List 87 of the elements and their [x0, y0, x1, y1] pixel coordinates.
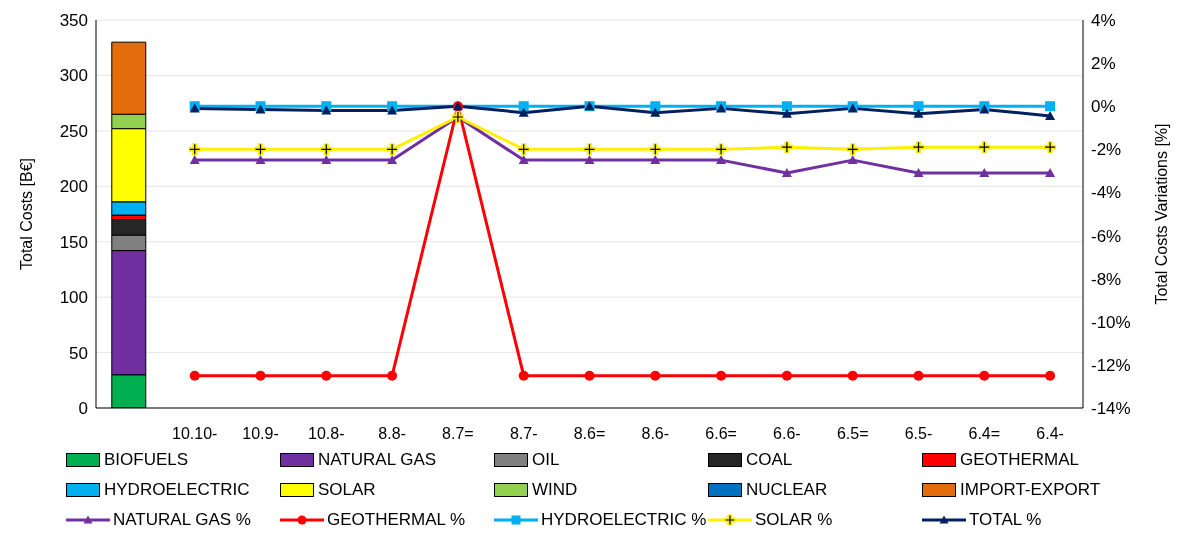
point: [518, 155, 529, 165]
point: [716, 155, 727, 165]
y-tick-label: 0: [78, 399, 88, 419]
point: [518, 101, 529, 112]
legend-label: BIOFUELS: [104, 450, 189, 470]
y2-tick-label: 0%: [1091, 97, 1116, 117]
y-tick-label: 150: [59, 232, 88, 252]
y2-tick-label: -12%: [1091, 355, 1131, 375]
x-tick-label: 6.5-: [904, 425, 933, 443]
y2-tick-label: -4%: [1091, 183, 1122, 203]
y2-axis-title: Total Costs Variations [%]: [1152, 123, 1170, 305]
point: [189, 370, 200, 381]
x-tick-label: 6.4=: [968, 425, 1001, 443]
legend-label: NATURAL GAS %: [113, 510, 251, 530]
point: [387, 155, 398, 165]
point: [1045, 101, 1056, 112]
legend-label: WIND: [532, 480, 578, 500]
point: [387, 370, 398, 381]
point: [650, 370, 661, 381]
y2-tick-label: 2%: [1091, 54, 1116, 74]
point: [716, 370, 727, 381]
y-axis-title: Total Costs [B€]: [17, 157, 35, 271]
x-tick-label: 6.6=: [705, 425, 737, 443]
x-tick-label: 6.6-: [773, 425, 801, 443]
legend-label: OIL: [532, 450, 560, 470]
legend-label: TOTAL %: [969, 510, 1042, 530]
y2-tick-label: -2%: [1091, 140, 1122, 160]
point: [979, 168, 990, 178]
point: [847, 370, 858, 381]
x-tick-label: 8.6-: [641, 425, 670, 443]
point: [321, 155, 332, 165]
point: [913, 168, 924, 178]
point: [1045, 168, 1056, 178]
x-tick-label: 10.10-: [172, 425, 218, 443]
legend-label: COAL: [746, 450, 793, 470]
point: [847, 155, 858, 165]
legend-label: GEOTHERMAL: [960, 450, 1080, 470]
point: [650, 107, 661, 117]
y2-tick-label: -8%: [1091, 269, 1122, 289]
legend-label: SOLAR %: [755, 510, 833, 530]
x-tick-label: 10.9-: [242, 425, 279, 443]
point: [255, 155, 266, 165]
point: [781, 370, 792, 381]
point: [913, 101, 924, 112]
x-tick-label: 6.4-: [1036, 425, 1064, 443]
point: [255, 370, 266, 381]
point: [584, 155, 595, 165]
point: [387, 105, 398, 115]
point: [650, 101, 661, 112]
y2-tick-label: -10%: [1091, 312, 1131, 332]
y-tick-label: 250: [59, 121, 88, 141]
point: [189, 155, 200, 165]
point: [321, 370, 332, 381]
legend-label: NATURAL GAS: [318, 450, 437, 470]
legend-label: NUCLEAR: [746, 480, 828, 500]
point: [781, 101, 792, 112]
y-tick-label: 300: [59, 66, 88, 86]
legend-label: HYDROELECTRIC %: [541, 510, 707, 530]
point: [650, 155, 661, 165]
point: [781, 108, 792, 118]
x-tick-label: 8.6=: [573, 425, 606, 443]
x-tick-label: 6.5=: [836, 425, 869, 443]
x-tick-label: 8.7=: [442, 425, 474, 443]
y-tick-label: 100: [59, 288, 88, 308]
point: [979, 370, 990, 381]
legend-label: SOLAR: [318, 480, 376, 500]
point: [584, 370, 595, 381]
legend-label: IMPORT-EXPORT: [960, 480, 1101, 500]
legend-label: HYDROELECTRIC: [104, 480, 250, 500]
y-tick-label: 50: [69, 343, 88, 363]
point: [518, 370, 529, 381]
x-tick-label: 8.7-: [509, 425, 538, 443]
point: [913, 370, 924, 381]
y2-tick-label: -6%: [1091, 226, 1122, 246]
point: [913, 108, 924, 118]
point: [1045, 110, 1056, 120]
x-tick-label: 8.8-: [378, 425, 406, 443]
y2-tick-label: 4%: [1091, 11, 1116, 31]
point: [518, 107, 529, 117]
y-tick-label: 200: [59, 177, 88, 197]
y-tick-label: 350: [59, 11, 88, 31]
x-tick-label: 10.8-: [308, 425, 345, 443]
y2-tick-label: -14%: [1091, 399, 1131, 419]
point: [781, 168, 792, 178]
legend-label: GEOTHERMAL %: [327, 510, 466, 530]
point: [321, 105, 332, 115]
point: [1045, 370, 1056, 381]
